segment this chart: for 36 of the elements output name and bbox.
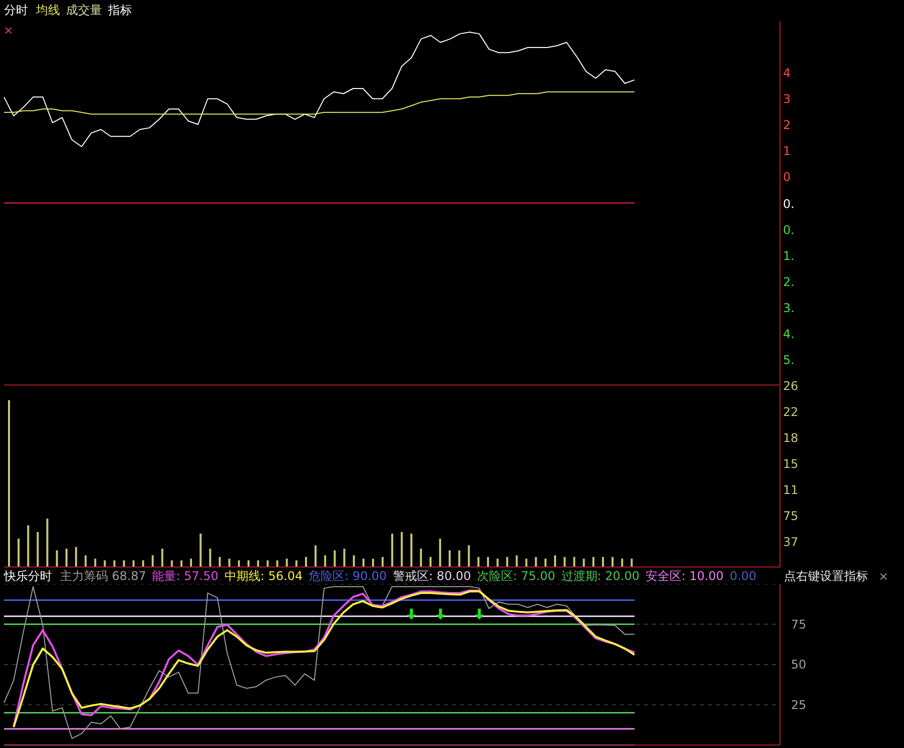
text: 22 [783,404,798,420]
ref-line-label: 安全区: 10.00 [645,568,724,584]
ref-line-label: 过渡期: 20.00 [561,568,640,584]
text: 均线 [36,2,60,19]
text: 11 [783,482,798,498]
text: 成交量 [66,2,102,19]
annotation: 0 [783,169,791,186]
text: 5. [783,352,794,368]
text: 中期线: 56.04 [224,568,303,584]
text: 3. [783,300,794,316]
text: 能量: 57.50 [152,568,218,584]
ref-line-label: 警戒区: 80.00 [392,568,472,584]
chart-title: 分时 [4,2,28,19]
y-tick-label: 50 [791,658,806,672]
text: 4. [783,326,794,342]
chart-title: 快乐分时 [4,568,52,584]
annotation: 0. [783,196,794,212]
ref-line-label: 0.00 [730,569,756,583]
annotation: 1 [783,143,791,160]
ref-line-label: 危险区: 90.00 [308,568,387,584]
y-tick-label: 25 [791,698,806,712]
ref-line-label: 次险区: 75.00 [477,568,556,584]
text: 0. [783,222,794,238]
text: 15 [783,456,798,472]
text: 37 [783,534,798,550]
text: 26 [783,378,798,394]
text: 2. [783,274,794,290]
text: 主力筹码 68.87 [60,568,146,584]
text: 指标 [108,2,132,19]
text: 1. [783,248,794,264]
text: 点右键设置指标 [784,568,868,584]
text: 18 [783,430,798,446]
annotation: 4 [783,65,791,82]
annotation: 2 [783,117,791,134]
annotation: 3 [783,91,791,108]
y-tick-label: 75 [791,617,806,632]
